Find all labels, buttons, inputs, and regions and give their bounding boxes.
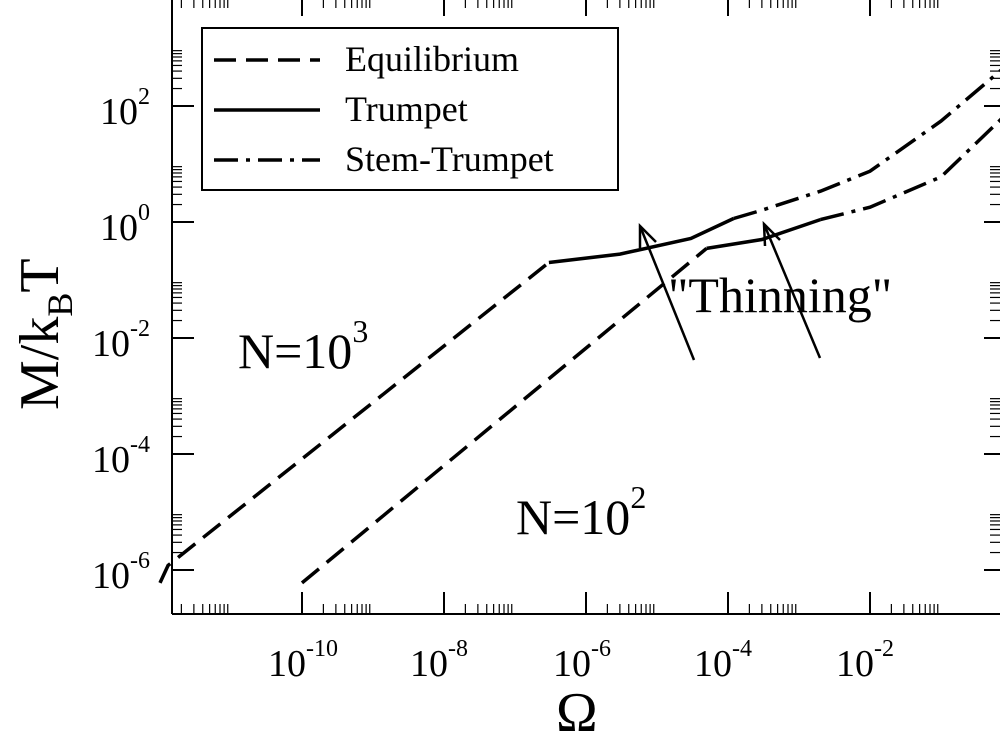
series-line-dashed [300,247,708,585]
annotation-thinning: "Thinning" [668,267,892,323]
series-line-dashed [158,261,550,584]
series-line-solid [548,216,735,265]
legend-label: Equilibrium [345,39,519,79]
y-tick-label: 102 [100,84,150,133]
x-tick-label: 10-6 [553,636,611,685]
legend: Equilibrium Trumpet Stem-Trumpet [201,27,619,191]
annotation-n1000: N=103 [238,313,368,379]
x-axis-title: Ω [556,682,598,734]
x-tick-label: 10-2 [836,636,894,685]
series-line-dashdot [819,117,1000,222]
major-ticks [172,0,1000,614]
thinning-arrow-left [638,222,696,361]
legend-label: Trumpet [345,89,468,129]
y-tick-label: 10-6 [92,548,150,597]
y-tick-label: 100 [100,200,150,249]
x-tick-label: 10-10 [268,636,338,685]
series-layer [158,68,1000,585]
x-tick-label: 10-8 [410,636,468,685]
series-line-solid [706,217,821,251]
legend-label: Stem-Trumpet [345,139,554,179]
x-tick-label: 10-4 [694,636,752,685]
minor-ticks [172,0,1000,614]
y-axis-title: M/kBT [9,258,80,410]
annotation-n100: N=102 [516,479,646,545]
y-tick-label: 10-2 [92,316,150,365]
thinning-arrow-right [762,220,822,359]
y-tick-label: 10-4 [92,432,150,481]
